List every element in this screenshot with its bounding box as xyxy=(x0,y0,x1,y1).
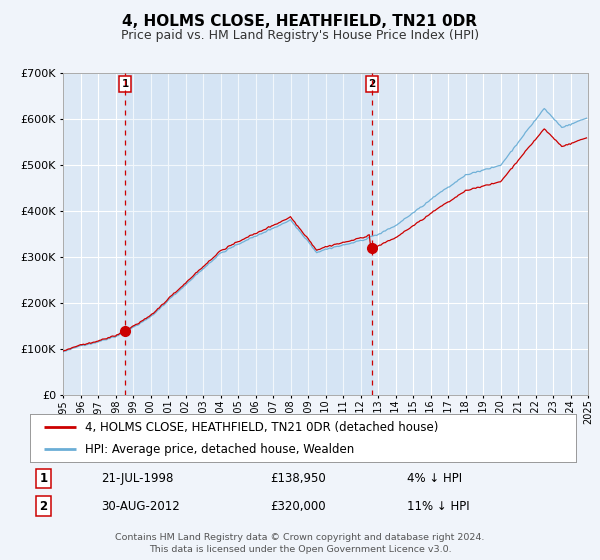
Bar xyxy=(125,73,372,395)
Text: 2: 2 xyxy=(40,500,48,512)
Text: 11% ↓ HPI: 11% ↓ HPI xyxy=(407,500,469,512)
Text: 4, HOLMS CLOSE, HEATHFIELD, TN21 0DR: 4, HOLMS CLOSE, HEATHFIELD, TN21 0DR xyxy=(122,14,478,29)
Text: 21-JUL-1998: 21-JUL-1998 xyxy=(101,472,173,485)
Text: 1: 1 xyxy=(40,472,48,485)
Text: £320,000: £320,000 xyxy=(270,500,326,512)
Text: £138,950: £138,950 xyxy=(270,472,326,485)
Text: 30-AUG-2012: 30-AUG-2012 xyxy=(101,500,180,512)
Text: 4, HOLMS CLOSE, HEATHFIELD, TN21 0DR (detached house): 4, HOLMS CLOSE, HEATHFIELD, TN21 0DR (de… xyxy=(85,421,438,434)
Text: Contains HM Land Registry data © Crown copyright and database right 2024.: Contains HM Land Registry data © Crown c… xyxy=(115,533,485,542)
Text: 4% ↓ HPI: 4% ↓ HPI xyxy=(407,472,462,485)
Text: 2: 2 xyxy=(368,79,376,89)
Text: HPI: Average price, detached house, Wealden: HPI: Average price, detached house, Weal… xyxy=(85,442,354,456)
Text: Price paid vs. HM Land Registry's House Price Index (HPI): Price paid vs. HM Land Registry's House … xyxy=(121,29,479,42)
Text: 1: 1 xyxy=(121,79,129,89)
Text: This data is licensed under the Open Government Licence v3.0.: This data is licensed under the Open Gov… xyxy=(149,545,451,554)
